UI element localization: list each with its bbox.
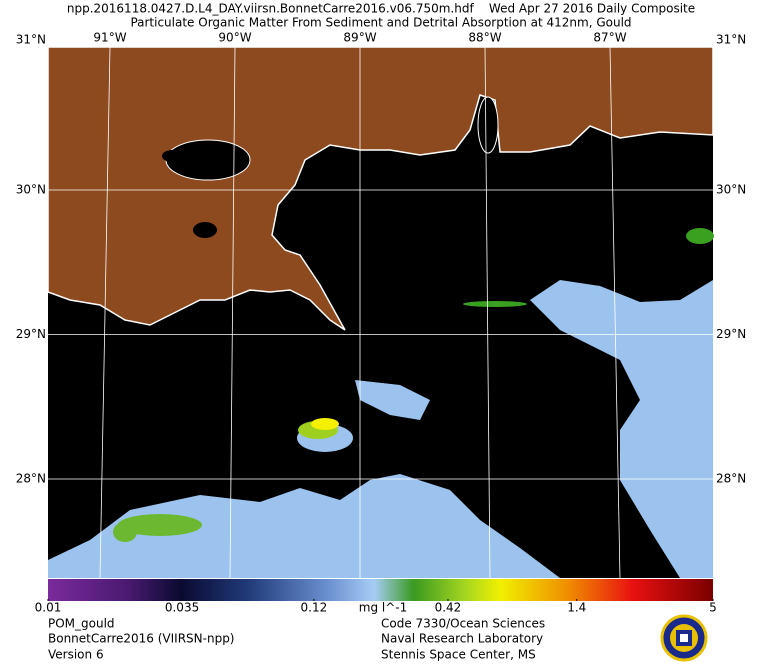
lat-label: 30°N — [16, 183, 46, 197]
pom-patch — [118, 514, 202, 536]
lat-label: 29°N — [716, 327, 746, 341]
pom-patch — [311, 418, 339, 430]
colorbar-unit: mg l^-1 — [359, 601, 407, 615]
colorbar — [48, 579, 713, 601]
colorbar-label: 5 — [709, 601, 717, 615]
map — [47, 46, 714, 579]
footer-right: Code 7330/Ocean Sciences — [381, 617, 545, 631]
lon-label: 87°W — [593, 31, 626, 45]
lat-label: 31°N — [16, 33, 46, 47]
lon-label: 90°W — [218, 31, 251, 45]
footer-left: BonnetCarre2016 (VIIRSN-npp) — [48, 632, 235, 646]
cloud — [48, 474, 560, 578]
pom-patch — [686, 228, 714, 244]
pom-patch — [463, 301, 527, 307]
colorbar-label: 1.4 — [567, 601, 586, 615]
footer-right: Stennis Space Center, MS — [381, 648, 536, 662]
meridian — [99, 46, 111, 579]
cloud — [355, 380, 430, 420]
lat-label: 30°N — [716, 183, 746, 197]
lon-label: 91°W — [93, 31, 126, 45]
subtitle: Particulate Organic Matter From Sediment… — [130, 16, 631, 30]
lat-label: 31°N — [716, 33, 746, 47]
land — [47, 46, 714, 331]
meridian — [229, 46, 236, 579]
bay — [477, 96, 499, 154]
meridian — [609, 46, 621, 579]
footer-left: POM_gould — [48, 617, 115, 631]
lon-label: 89°W — [343, 31, 376, 45]
meridian — [484, 46, 491, 579]
cloud — [530, 280, 713, 578]
colorbar-label: 0.01 — [35, 601, 62, 615]
lat-label: 28°N — [16, 472, 46, 486]
pom-patch — [113, 522, 137, 542]
lat-label: 28°N — [716, 472, 746, 486]
colorbar-label: 0.035 — [165, 601, 199, 615]
footer-right: Naval Research Laboratory — [381, 632, 543, 646]
footer-left: Version 6 — [48, 648, 104, 662]
colorbar-label: 0.12 — [301, 601, 328, 615]
colorbar-label: 0.42 — [435, 601, 462, 615]
title: npp.2016118.0427.D.L4_DAY.viirsn.BonnetC… — [67, 2, 695, 16]
lon-label: 88°W — [468, 31, 501, 45]
logo — [660, 614, 708, 662]
lake — [193, 222, 217, 238]
lat-label: 29°N — [16, 327, 46, 341]
lake — [162, 150, 182, 162]
